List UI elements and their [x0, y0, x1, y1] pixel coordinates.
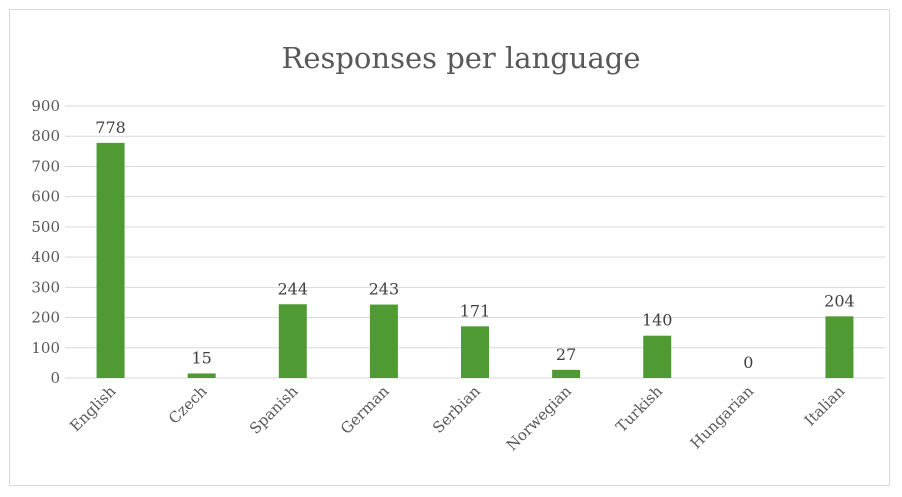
x-tick-label-turkish: Turkish: [612, 382, 666, 436]
y-tick-label-0: 0: [50, 369, 60, 387]
chart-frame: [9, 9, 890, 486]
y-tick-label-200: 200: [31, 309, 60, 327]
bar-serbian: [461, 326, 489, 378]
chart-title: Responses per language: [281, 41, 640, 75]
data-label-spanish: 244: [278, 279, 309, 298]
bar-german: [369, 304, 398, 378]
data-label-hungarian: 0: [743, 353, 753, 372]
x-axis-tick-labels: English Czech Spanish German Serbian Norwegia…: [66, 382, 848, 454]
data-label-norwegian: 27: [556, 345, 576, 364]
data-label-english: 778: [95, 118, 126, 137]
y-tick-label-600: 600: [31, 188, 60, 206]
bar-turkish: [643, 335, 672, 378]
bar-czech: [187, 373, 216, 378]
x-tick-label-hungarian: Hungarian: [687, 382, 758, 453]
x-tick-label-spanish: Spanish: [246, 382, 302, 438]
x-tick-label-czech: Czech: [165, 382, 211, 428]
bar-english: [96, 142, 125, 378]
y-tick-label-400: 400: [31, 248, 60, 266]
bar-norwegian: [552, 369, 581, 378]
data-labels: 778 15 244 243 171 27 140 0 204: [95, 118, 854, 372]
y-axis-tick-labels: 0 100 200 300 400 500 600 700 800 900: [31, 97, 60, 387]
bars: [96, 142, 854, 378]
y-tick-label-700: 700: [31, 157, 60, 175]
x-tick-label-english: English: [66, 382, 119, 435]
bar-italian: [825, 316, 854, 378]
data-label-german: 243: [369, 280, 400, 299]
x-tick-label-serbian: Serbian: [429, 382, 484, 437]
y-tick-label-900: 900: [31, 97, 60, 115]
x-tick-label-norwegian: Norwegian: [503, 382, 575, 454]
y-tick-label-100: 100: [31, 339, 60, 357]
x-tick-label-italian: Italian: [801, 382, 849, 430]
y-tick-label-800: 800: [31, 127, 60, 145]
y-tick-label-300: 300: [31, 278, 60, 296]
data-label-italian: 204: [824, 291, 855, 310]
data-label-serbian: 171: [460, 301, 491, 320]
y-tick-label-500: 500: [31, 218, 60, 236]
x-tick-label-german: German: [337, 382, 393, 438]
data-label-turkish: 140: [642, 311, 673, 330]
bar-spanish: [278, 304, 307, 378]
data-label-czech: 15: [191, 348, 211, 367]
